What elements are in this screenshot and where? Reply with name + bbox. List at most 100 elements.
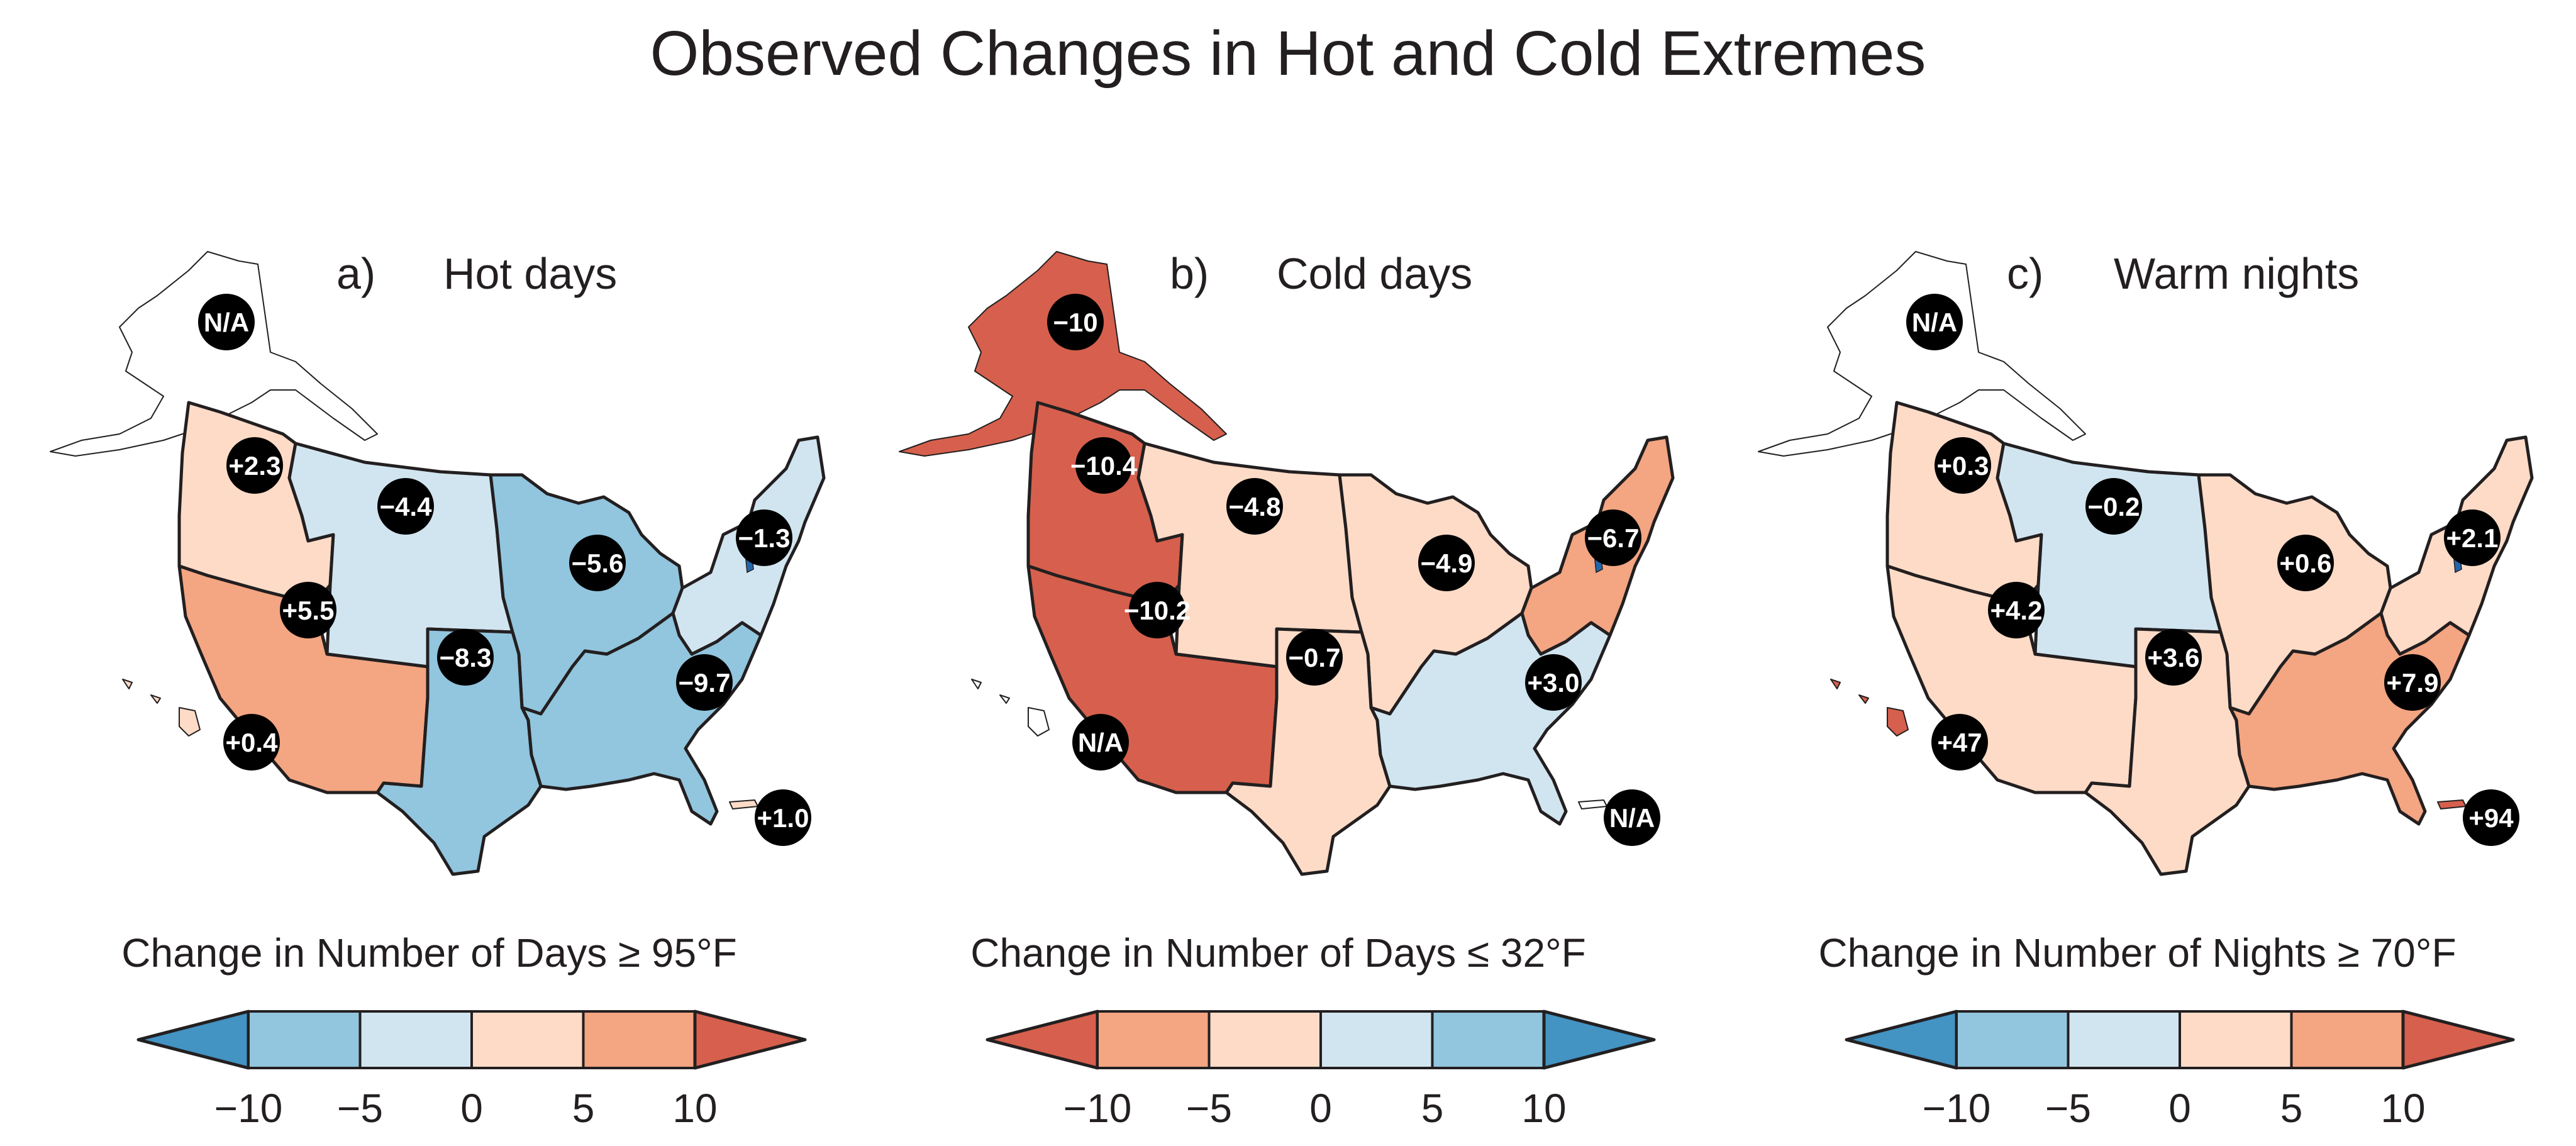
map-svg: N/A +0.3 −0.2 +0.6 +2.1 +4.2 +3.6 +7.9 +47 +94 — [1758, 251, 2534, 1070]
badge-circle — [1072, 714, 1129, 770]
badge-label: +47 — [1937, 728, 1982, 757]
value-badge: −0.2 — [2085, 478, 2142, 535]
colorbar-bin — [1431, 1010, 1545, 1069]
badge-circle — [2384, 654, 2441, 711]
badge-label: −5.6 — [572, 548, 624, 578]
badge-label: −10.4 — [1070, 451, 1138, 481]
value-badge: +0.4 — [223, 714, 280, 770]
badge-label: N/A — [204, 308, 249, 337]
badge-label: −10.2 — [1124, 596, 1191, 625]
badge-label: +2.1 — [2446, 523, 2499, 553]
badge-circle — [676, 654, 733, 711]
badge-circle — [1931, 714, 1988, 770]
colorbar-title: Change in Number of Days ≥ 95°F — [121, 930, 737, 976]
value-badge: +4.2 — [1988, 582, 2045, 638]
value-badge: −6.7 — [1585, 509, 1641, 566]
badge-circle — [1047, 294, 1104, 350]
colorbar-tick-label: −10 — [1922, 1086, 1991, 1131]
panel-label: b) — [1170, 249, 1209, 298]
panel-title: c) Warm nights — [2007, 248, 2359, 299]
region-hawaii — [122, 679, 201, 737]
panel-name: Cold days — [1277, 249, 1473, 298]
badge-label: N/A — [1609, 803, 1655, 833]
colorbar-extend-high — [693, 1010, 807, 1070]
value-badge: +0.3 — [1935, 437, 1991, 494]
value-badge: +47 — [1931, 714, 1988, 770]
badge-label: −1.3 — [738, 523, 791, 553]
colorbar-tick-label: −5 — [2045, 1086, 2091, 1131]
value-badge: +2.3 — [226, 437, 283, 494]
colorbar-tick-label: 0 — [460, 1086, 483, 1131]
badge-label: N/A — [1912, 308, 1957, 337]
colorbar-bin — [2290, 1010, 2404, 1069]
us-map — [50, 251, 826, 876]
colorbar-tick-label: 5 — [572, 1086, 595, 1131]
badge-circle — [198, 294, 255, 350]
badge-label: +94 — [2468, 803, 2514, 833]
badge-circle — [569, 535, 626, 591]
value-badge: +2.1 — [2444, 509, 2501, 566]
colorbar-tick-label: 5 — [2280, 1086, 2303, 1131]
value-badge: +3.6 — [2145, 629, 2202, 686]
colorbar-bin — [1319, 1010, 1434, 1069]
badge-label: −9.7 — [679, 668, 731, 698]
value-badge: −4.4 — [377, 478, 434, 535]
colorbar — [1845, 1010, 2515, 1070]
value-badge: −8.3 — [437, 629, 494, 686]
badge-circle — [736, 509, 792, 566]
value-badge: −4.8 — [1226, 478, 1283, 535]
badge-circle — [1075, 437, 1132, 494]
badge-circle — [755, 789, 811, 846]
colorbar-extend-low — [136, 1010, 250, 1070]
colorbar-bin — [358, 1010, 473, 1069]
badge-circle — [2444, 509, 2501, 566]
badge-label: −4.4 — [380, 492, 433, 521]
colorbar-bin — [582, 1010, 696, 1069]
badge-label: −8.3 — [440, 643, 492, 672]
us-map — [899, 251, 1675, 876]
colorbar-bin — [2067, 1010, 2181, 1069]
colorbar-bin — [470, 1010, 585, 1069]
badge-circle — [226, 437, 283, 494]
colorbar-bin — [2179, 1010, 2293, 1069]
colorbar-bin — [247, 1010, 362, 1069]
colorbar-title: Change in Number of Nights ≥ 70°F — [1818, 930, 2457, 976]
us-map — [1758, 251, 2534, 876]
value-badge: −5.6 — [569, 535, 626, 591]
badge-label: −6.7 — [1587, 523, 1640, 553]
colorbar-bin — [1955, 1010, 2070, 1069]
colorbar-extend-high — [1542, 1010, 1656, 1070]
value-badge: −0.7 — [1286, 629, 1343, 686]
value-badge: N/A — [1072, 714, 1129, 770]
badge-label: +2.3 — [229, 451, 281, 481]
badge-label: +1.0 — [757, 803, 809, 833]
badge-circle — [1988, 582, 2045, 638]
region-hawaii — [971, 679, 1050, 737]
badge-label: +7.9 — [2387, 668, 2439, 698]
value-badge: −10.2 — [1124, 582, 1191, 638]
badge-label: −0.7 — [1289, 643, 1341, 672]
value-badge: N/A — [1604, 789, 1660, 846]
badge-circle — [1129, 582, 1185, 638]
value-badge: N/A — [1906, 294, 1963, 350]
badge-circle — [2085, 478, 2142, 535]
badge-label: +0.6 — [2280, 548, 2332, 578]
badge-label: +0.4 — [226, 728, 279, 757]
badge-label: −0.2 — [2088, 492, 2140, 521]
badge-label: +5.5 — [282, 596, 335, 625]
colorbar — [136, 1010, 807, 1070]
colorbar-tick-label: −10 — [214, 1086, 283, 1131]
colorbar-tick-label: 10 — [2380, 1086, 2426, 1131]
badge-circle — [1286, 629, 1343, 686]
panel-cold-days: −10 −10.4 −4.8 −4.9 −6.7 −10.2 −0.7 +3.0 N/A N/A … — [849, 0, 1707, 1146]
badge-circle — [280, 582, 336, 638]
colorbar-tick-label: −10 — [1063, 1086, 1132, 1131]
colorbar-title: Change in Number of Days ≤ 32°F — [970, 930, 1586, 976]
colorbar-extend-low — [1845, 1010, 1958, 1070]
value-badge: −10 — [1047, 294, 1104, 350]
badge-circle — [2145, 629, 2202, 686]
badge-label: −10 — [1053, 308, 1097, 337]
value-badge: +0.6 — [2277, 535, 2334, 591]
colorbar-tick-label: −5 — [337, 1086, 383, 1131]
colorbar-tick-label: 10 — [672, 1086, 718, 1131]
